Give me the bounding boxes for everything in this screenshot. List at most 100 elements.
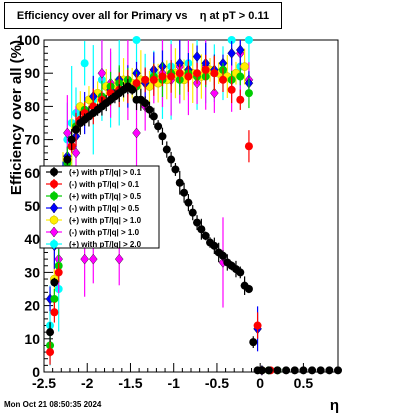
data-point — [244, 36, 253, 44]
data-point — [175, 178, 184, 187]
data-point — [249, 338, 258, 347]
data-point — [145, 105, 154, 114]
legend-marker — [50, 240, 58, 248]
data-point — [154, 122, 163, 131]
legend-label: (-) with pT/|q| > 1.0 — [69, 228, 140, 237]
data-point — [158, 132, 167, 141]
y-tick-label: 80 — [24, 98, 40, 114]
data-point — [50, 294, 59, 303]
data-point — [188, 208, 197, 217]
data-point — [63, 127, 72, 139]
data-point — [46, 328, 55, 337]
data-point — [227, 85, 236, 94]
data-point — [201, 65, 210, 74]
legend-marker — [50, 192, 58, 200]
data-point — [236, 95, 245, 104]
data-point — [244, 89, 253, 98]
y-tick-label: 60 — [24, 165, 40, 181]
y-tick-label: 90 — [24, 65, 40, 81]
chart-title: Efficiency over all for Primary vs η at … — [16, 10, 270, 22]
data-point — [158, 72, 167, 81]
data-point — [141, 75, 150, 84]
x-tick-label: -2.5 — [32, 375, 56, 391]
data-point — [264, 366, 273, 375]
y-tick-label: 70 — [24, 132, 40, 148]
data-point — [227, 47, 236, 59]
y-tick-label: 50 — [24, 198, 40, 214]
data-point — [184, 72, 193, 81]
x-tick-label: -1 — [167, 375, 180, 391]
data-point — [210, 241, 219, 250]
data-point — [50, 308, 59, 317]
data-point — [71, 125, 80, 134]
data-point — [114, 253, 124, 265]
data-point — [218, 251, 227, 260]
data-point — [132, 79, 141, 88]
data-point — [201, 231, 210, 240]
x-tick-label: 0 — [256, 375, 264, 391]
data-point — [257, 366, 266, 375]
data-point — [67, 135, 76, 144]
data-point — [63, 155, 72, 164]
data-point — [80, 253, 89, 265]
data-point — [218, 75, 227, 84]
data-point — [141, 99, 150, 108]
legend-label: (+) with pT/|q| > 2.0 — [69, 240, 142, 249]
chart-title-box: Efficiency over all for Primary vs η at … — [4, 2, 282, 29]
data-point — [240, 62, 249, 71]
legend-marker — [49, 226, 59, 238]
data-point — [50, 278, 59, 287]
x-tick-label: 0.5 — [294, 375, 314, 391]
data-point — [282, 366, 291, 375]
data-point — [89, 253, 98, 265]
data-point — [253, 321, 262, 330]
legend-label: (+) with pT/|q| > 0.1 — [69, 168, 142, 177]
data-point — [299, 366, 308, 375]
data-point — [132, 127, 141, 139]
data-point — [167, 72, 176, 81]
y-tick-label: 30 — [24, 264, 40, 280]
data-point — [193, 218, 202, 227]
legend-label: (-) with pT/|q| > 0.5 — [69, 204, 140, 213]
data-point — [316, 366, 325, 375]
data-point — [197, 225, 206, 234]
x-tick-label: -1.5 — [118, 375, 142, 391]
data-point — [236, 72, 245, 81]
data-point — [227, 36, 236, 44]
legend-marker — [49, 202, 59, 214]
data-point — [236, 44, 245, 56]
x-tick-label: -2 — [81, 375, 94, 391]
legend-marker — [50, 180, 58, 188]
data-point — [193, 69, 202, 78]
legend-label: (+) with pT/|q| > 1.0 — [69, 216, 142, 225]
data-point — [192, 51, 202, 62]
data-point — [167, 155, 176, 164]
y-tick-label: 0 — [32, 364, 40, 380]
legend-label: (+) with pT/|q| > 0.5 — [69, 192, 142, 201]
data-point — [128, 85, 137, 94]
x-axis-label: η — [330, 397, 339, 414]
data-point — [80, 59, 89, 68]
data-point — [325, 366, 334, 375]
y-tick-label: 20 — [24, 298, 40, 314]
data-point — [46, 348, 55, 357]
data-point — [54, 268, 63, 277]
legend-marker — [49, 215, 59, 225]
y-tick-label: 10 — [24, 331, 40, 347]
data-point — [171, 165, 180, 174]
data-point — [244, 142, 253, 151]
data-point — [290, 366, 299, 375]
data-point — [71, 147, 81, 159]
data-point — [236, 268, 245, 277]
data-point — [273, 366, 282, 375]
data-point — [184, 198, 193, 207]
data-point — [132, 36, 141, 44]
data-point — [180, 188, 189, 197]
x-tick-label: -0.5 — [205, 375, 229, 391]
timestamp: Mon Oct 21 08:50:35 2024 — [4, 400, 102, 409]
data-point — [162, 145, 171, 154]
legend-box — [39, 165, 160, 249]
legend-label: (-) with pT/|q| > 0.1 — [69, 180, 140, 189]
data-point — [149, 75, 158, 84]
